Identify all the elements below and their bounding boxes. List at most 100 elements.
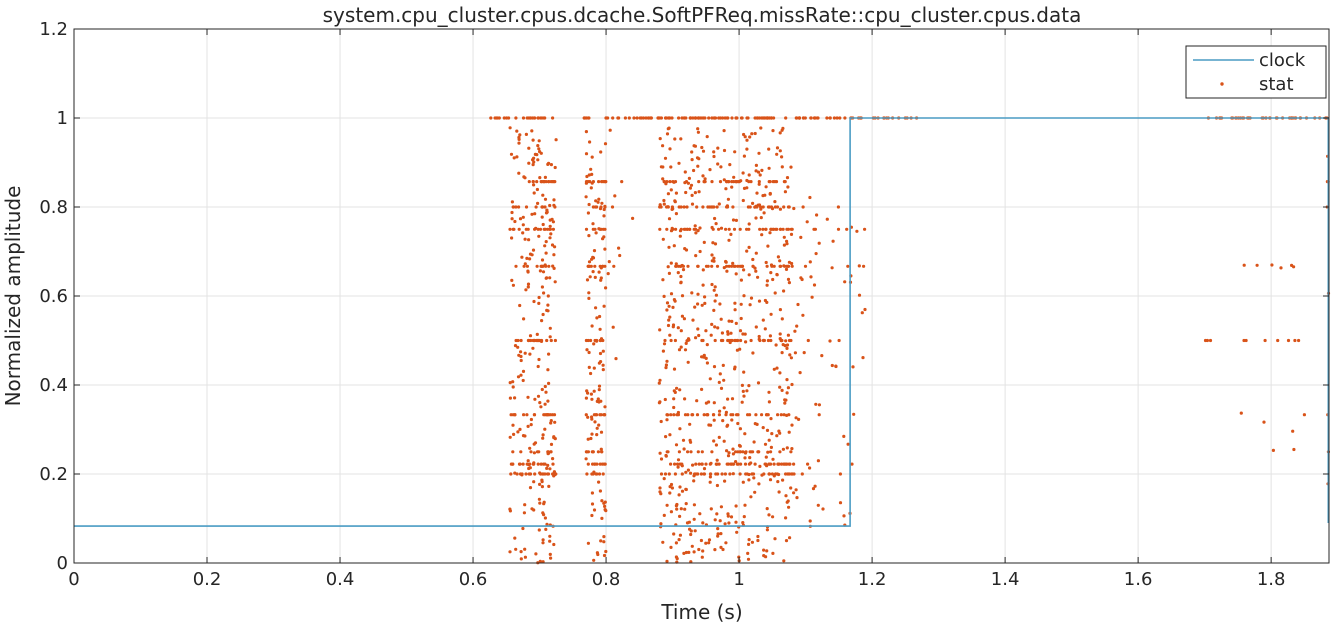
stat-point xyxy=(757,334,761,339)
stat-point xyxy=(732,227,737,231)
x-tick-label: 1.4 xyxy=(991,569,1020,590)
stat-point xyxy=(679,274,683,279)
stat-point xyxy=(662,294,666,298)
stat-point xyxy=(681,264,686,268)
stat-point xyxy=(676,271,680,275)
stat-point xyxy=(679,227,683,231)
stat-point xyxy=(590,415,594,419)
stat-point xyxy=(590,491,595,495)
stat-point xyxy=(508,381,512,385)
y-tick-label: 0.4 xyxy=(39,375,68,396)
stat-point xyxy=(680,294,685,298)
stat-point xyxy=(726,116,730,120)
stat-point xyxy=(680,464,684,468)
stat-point xyxy=(531,138,535,142)
stat-point xyxy=(649,116,653,120)
stat-point xyxy=(540,215,544,219)
stat-point xyxy=(532,462,536,466)
stat-point xyxy=(661,237,665,241)
stat-point xyxy=(857,293,862,297)
stat-point xyxy=(790,423,794,427)
stat-point xyxy=(602,540,606,544)
stat-point xyxy=(795,496,799,500)
stat-point xyxy=(632,116,636,120)
stat-point xyxy=(846,264,850,268)
stat-point xyxy=(1255,263,1259,267)
stat-point xyxy=(692,479,696,483)
stat-point xyxy=(730,397,735,401)
stat-point xyxy=(763,116,767,120)
stat-point xyxy=(692,227,696,231)
stat-point xyxy=(751,257,755,262)
stat-point xyxy=(727,227,731,231)
stat-point xyxy=(543,205,547,209)
stat-point xyxy=(747,245,751,249)
stat-point xyxy=(509,152,514,156)
stat-point xyxy=(727,521,731,525)
stat-point xyxy=(548,276,552,280)
stat-point xyxy=(511,450,515,454)
stat-point xyxy=(590,172,594,176)
stat-point xyxy=(590,397,594,401)
stat-point xyxy=(604,549,608,554)
stat-point xyxy=(528,334,533,338)
stat-point xyxy=(809,275,813,279)
stat-point xyxy=(515,155,519,159)
stat-point xyxy=(809,116,813,120)
stat-point xyxy=(526,424,530,428)
legend-stat-marker xyxy=(1220,82,1224,86)
stat-point xyxy=(538,482,542,486)
stat-point xyxy=(665,503,669,507)
stat-point xyxy=(768,334,773,338)
stat-point xyxy=(787,462,791,466)
stat-point xyxy=(758,173,762,177)
stat-point xyxy=(773,200,777,204)
stat-point xyxy=(771,277,775,282)
stat-point xyxy=(532,480,536,484)
stat-point xyxy=(802,351,806,355)
stat-point xyxy=(667,304,671,308)
stat-point xyxy=(778,264,782,268)
stat-point xyxy=(783,190,788,194)
stat-point xyxy=(507,116,511,120)
stat-point xyxy=(708,480,712,484)
stat-point xyxy=(537,497,542,501)
stat-point xyxy=(520,472,524,476)
stat-point xyxy=(595,205,599,209)
stat-point xyxy=(659,522,663,526)
stat-point xyxy=(754,413,758,417)
stat-point xyxy=(721,547,725,552)
stat-point xyxy=(666,192,671,196)
stat-point xyxy=(663,397,667,402)
stat-point xyxy=(733,308,737,312)
stat-point xyxy=(682,447,686,451)
stat-point xyxy=(787,338,792,343)
stat-point xyxy=(588,180,592,184)
stat-point xyxy=(536,394,541,398)
stat-point xyxy=(519,450,523,454)
stat-point xyxy=(535,338,539,343)
stat-point xyxy=(702,180,706,184)
stat-point xyxy=(765,549,769,553)
stat-point xyxy=(544,276,548,280)
stat-point xyxy=(603,264,607,268)
stat-point xyxy=(711,205,715,209)
stat-point xyxy=(709,333,713,337)
stat-point xyxy=(668,315,672,319)
stat-point xyxy=(711,241,715,245)
stat-point xyxy=(603,142,608,146)
stat-point xyxy=(601,349,605,353)
stat-point xyxy=(750,472,754,476)
stat-point xyxy=(688,422,692,426)
stat-point xyxy=(724,541,728,545)
stat-point xyxy=(751,450,755,454)
stat-point xyxy=(541,541,545,545)
stat-point xyxy=(731,452,736,456)
stat-point xyxy=(672,405,676,410)
stat-point xyxy=(757,482,761,486)
stat-point xyxy=(546,162,550,166)
stat-point xyxy=(693,191,698,195)
stat-point xyxy=(701,338,705,343)
stat-point xyxy=(587,260,592,264)
stat-point xyxy=(535,450,540,454)
